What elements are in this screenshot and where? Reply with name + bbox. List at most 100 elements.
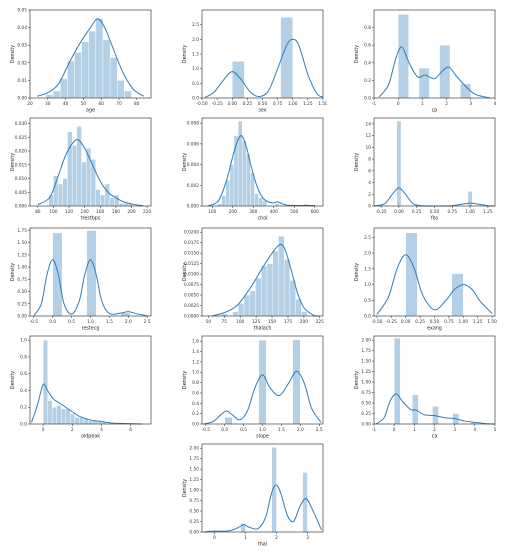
x-tick-label: -0.25 (376, 209, 387, 215)
y-tick-label: 0.0025 (184, 303, 199, 309)
hist-bar (221, 195, 226, 207)
y-tick-label: 1.0 (364, 282, 371, 288)
y-tick-label: 0.00 (361, 422, 371, 428)
hist-bar (48, 194, 54, 207)
y-tick-label: 2 (368, 192, 371, 198)
kde-line (207, 135, 315, 207)
chart-svg-slope: -0.5 0.0 0.5 1.0 1.5 2.0 2.50.00.20.40.60.81.0… (182, 335, 324, 440)
x-tick-label: 1.0 (87, 319, 94, 325)
x-axis-label: fbs (431, 216, 439, 222)
y-tick-label: 0.25 (17, 301, 27, 307)
y-tick-label: 0.6 (20, 371, 27, 377)
hist-bar (237, 120, 243, 207)
x-axis-label: exang (427, 327, 442, 332)
hist-bar (104, 183, 110, 207)
axes-frame (373, 227, 496, 317)
y-tick-label: 0.020 (15, 149, 28, 155)
y-tick-label: 10 (366, 145, 372, 151)
y-tick-label: 0.00 (17, 96, 27, 102)
x-tick-label: 2.0 (125, 319, 132, 325)
hist-bar (56, 405, 62, 425)
chart-svg-sex: -0.50 -0.25 0.00 0.25 0.50 0.75 1.00 1.25 1.50 0.… (182, 9, 328, 114)
y-tick-label: 0.0 (20, 422, 27, 428)
x-tick-label: 0.50 (258, 101, 268, 107)
y-tick-label: 1.50 (361, 359, 371, 365)
hist-bar (53, 175, 59, 207)
x-tick-label: 0.00 (394, 209, 404, 215)
hist-bar (249, 290, 256, 317)
x-tick-label: 30 (45, 101, 51, 107)
x-tick-label: 50 (81, 101, 87, 107)
x-axis-label: chol (258, 216, 268, 222)
x-tick-label: 1.0 (259, 427, 266, 433)
hist-bar (124, 90, 132, 99)
subplot-age: 20 30 40 50 60 70 80 0.00 0.01 0.02 0.03 0.04 0.05 ag… (10, 8, 155, 114)
x-tick-label: 0 (42, 427, 45, 433)
hist-bar (301, 311, 308, 317)
y-tick-label: 1.4 (192, 349, 199, 355)
y-tick-label: 1.6 (192, 339, 199, 345)
y-tick-label: 0.00 (17, 314, 27, 320)
hist-bar (405, 232, 418, 317)
y-tick-label: 0.2 (20, 405, 27, 411)
hist-bar (88, 420, 94, 425)
x-tick-label: 6 (129, 427, 132, 433)
chart-svg-age: 20 30 40 50 60 70 80 0.00 0.01 0.02 0.03 0.04 0.05 ag… (10, 8, 152, 114)
y-tick-label: 8 (368, 157, 371, 163)
x-tick-label: 4 (494, 101, 497, 107)
x-tick-label: 1 (413, 427, 416, 433)
chart-svg-oldpeak: 0 2 4 6 0.0 0.2 0.4 0.6 0.8 1.0 oldpeak Density (10, 335, 152, 440)
x-tick-label: 0.5 (68, 319, 75, 325)
hist-bar (74, 417, 80, 425)
chart-svg-chol: 100 200 300 400 500 600 0.000 0.002 0.004 0.006 0.… (182, 117, 324, 222)
x-tick-label: 2.5 (316, 427, 323, 433)
hist-bar (114, 194, 120, 207)
y-tick-label: 0.4 (20, 388, 27, 394)
y-tick-label: 4 (368, 180, 371, 186)
subplot-cp: -1 0 1 2 3 4 0.0 0.2 0.4 0.6 0.8 cp Density (354, 8, 499, 114)
y-tick-label: 0.4 (364, 60, 371, 66)
x-tick-label: 0.0 (221, 427, 228, 433)
x-tick-label: 3 (453, 427, 456, 433)
subplot-chol: 100 200 300 400 500 600 0.000 0.002 0.004 0.006 0.… (182, 116, 327, 222)
chart-svg-thal: 0 1 2 3 0.00 0.25 0.50 0.75 1.00 1.25 1.50 1.75 2.00… (182, 443, 324, 548)
hist-bar (60, 78, 68, 99)
hist-bar (109, 57, 118, 99)
x-axis-label: thal (258, 542, 267, 548)
x-tick-label: 3 (469, 101, 472, 107)
chart-svg-ca: -1 0 1 2 3 4 5 0.00 0.25 0.50 0.75 1.00 1.25 1.50 1.75… (354, 335, 497, 440)
y-axis-label: Density (182, 153, 188, 171)
x-axis-label: sex (258, 109, 266, 114)
hist-bar (272, 250, 279, 317)
hist-bar (47, 400, 53, 425)
x-tick-label: 1 (421, 101, 424, 107)
x-tick-label: 2.5 (144, 319, 151, 325)
hist-bar (412, 394, 419, 425)
subplot-thalach: 50 75 100 125 150 175 200 225 0.0000 0.0025 0.0050… (182, 226, 327, 332)
y-tick-label: 0.2 (364, 78, 371, 84)
x-tick-label: 75 (222, 319, 228, 325)
y-tick-label: 0.6 (192, 390, 199, 396)
x-tick-label: 70 (116, 101, 122, 107)
hist-bar (289, 280, 296, 317)
kde-line (376, 254, 493, 315)
x-tick-label: 1.50 (487, 319, 497, 325)
x-tick-label: -1 (372, 427, 377, 433)
subplot-thal: 0 1 2 3 0.00 0.25 0.50 0.75 1.00 1.25 1.50 1.75 2.00… (182, 442, 327, 548)
hist-bar (232, 311, 239, 317)
x-tick-label: 0.75 (273, 101, 283, 107)
axes-frame (201, 443, 324, 533)
y-tick-label: 0.5 (192, 81, 199, 87)
axes-frame (29, 9, 152, 99)
y-tick-label: 0.002 (187, 183, 200, 189)
y-tick-label: 0.030 (15, 121, 28, 127)
chart-svg-cp: -1 0 1 2 3 4 0.0 0.2 0.4 0.6 0.8 cp Density (354, 9, 497, 114)
x-tick-label: 2.0 (297, 427, 304, 433)
axes-frame (29, 117, 152, 207)
hist-bar (280, 17, 293, 99)
hist-bar (95, 189, 101, 207)
hist-bar (57, 183, 63, 207)
x-tick-label: -0.25 (212, 101, 223, 107)
y-axis-label: Density (10, 153, 16, 171)
y-tick-label: 0.010 (15, 176, 28, 182)
